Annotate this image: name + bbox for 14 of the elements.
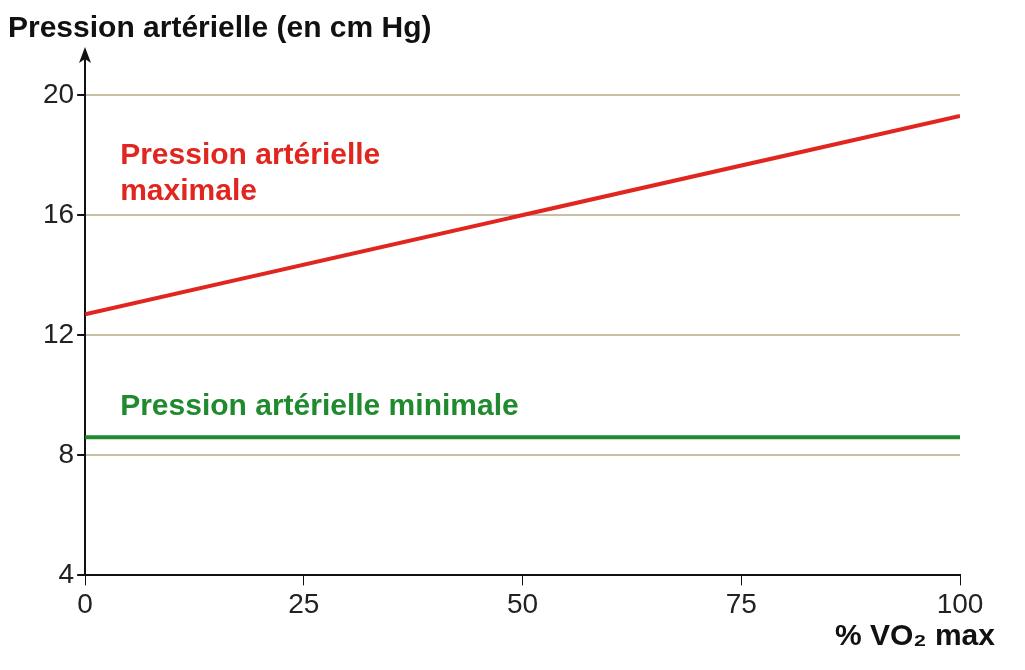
y-tick-label: 20 xyxy=(42,77,75,109)
x-tick-label: 25 xyxy=(288,587,320,619)
y-tick-label: 12 xyxy=(42,317,75,349)
x-tick-label: 0 xyxy=(77,587,93,619)
y-axis-title: Pression artérielle (en cm Hg) xyxy=(8,10,432,44)
x-tick-label: 100 xyxy=(936,587,984,619)
series-label: Pression artérielle maximale xyxy=(120,136,381,206)
x-axis-title: % VO₂ max xyxy=(834,618,995,652)
y-tick-label: 4 xyxy=(58,558,75,590)
y-tick-label: 8 xyxy=(58,438,75,470)
y-tick-label: 16 xyxy=(42,197,75,229)
x-tick-label: 50 xyxy=(506,587,539,619)
x-tick-label: 75 xyxy=(725,587,757,619)
series-label: Pression artérielle minimale xyxy=(120,387,519,421)
